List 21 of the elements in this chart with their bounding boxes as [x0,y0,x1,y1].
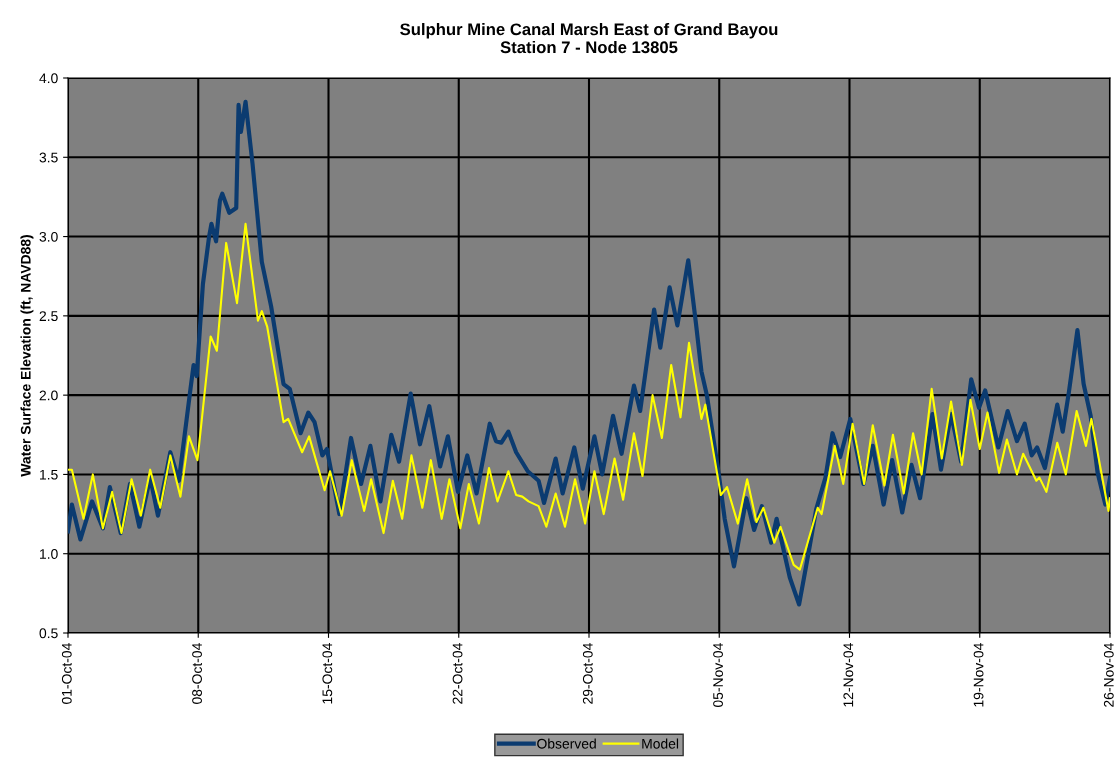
x-tick-label: 12-Nov-04 [843,643,854,707]
x-tick-label: 19-Nov-04 [973,643,984,707]
x-tick-label: 15-Oct-04 [322,643,333,704]
y-tick-label: 1.5 [40,469,58,480]
y-tick-label: 1.0 [40,549,58,559]
legend-label: Model [642,738,679,749]
legend-label: Observed [537,738,596,749]
y-tick-label: 2.0 [39,390,58,401]
x-tick-label: 08-Oct-04 [192,643,202,704]
x-tick-label: 01-Oct-04 [61,643,72,704]
y-tick-label: 3.5 [39,152,58,163]
x-tick-label: 05-Nov-04 [713,643,723,708]
y-tick-label: 4.0 [39,73,58,84]
y-tick-label: 2.5 [39,311,58,322]
y-tick-label: 0.5 [39,628,58,639]
x-tick-label: 22-Oct-04 [452,643,463,704]
x-tick-label: 26-Nov-04 [1103,643,1114,707]
y-axis-title: Water Surface Elevation (ft, NAVD88) [20,235,34,477]
y-tick-label: 3.0 [39,231,58,242]
chart-title: Sulphur Mine Canal Marsh East of Grand Bayou Station 7 - Node 13805 [400,22,778,54]
x-tick-label: 29-Oct-04 [582,643,593,704]
